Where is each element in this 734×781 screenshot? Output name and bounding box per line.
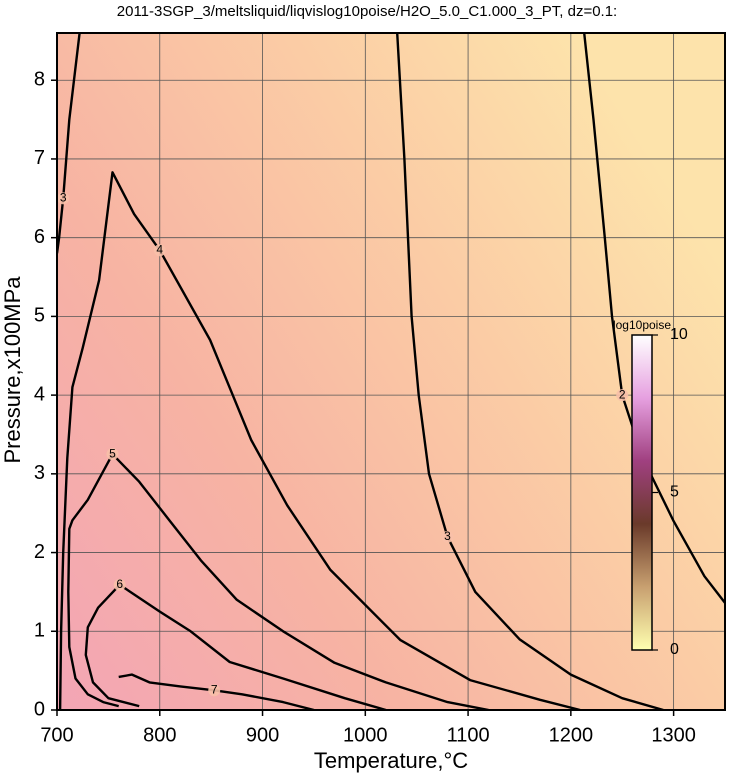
y-tick-label: 2	[34, 541, 45, 563]
contour-label-bg	[113, 578, 126, 591]
chart-title: 2011-3SGP_3/meltsliquid/liqvislog10poise…	[117, 3, 617, 20]
x-axis-label: Temperature,°C	[314, 748, 468, 773]
x-tick-label: 1300	[651, 724, 696, 746]
x-tick-label: 800	[143, 724, 176, 746]
y-axis-label: Pressure,x100MPa	[0, 276, 25, 464]
contour-line	[58, 171, 581, 710]
contour-label: 5	[109, 446, 116, 460]
plot-background	[57, 33, 725, 710]
colorbar: log10poise 0 5 10	[613, 318, 688, 658]
colorbar-tick-label: 0	[670, 641, 679, 658]
x-tick-label: 1100	[447, 724, 490, 746]
contour-label: 6	[116, 577, 123, 591]
plot-area: 2 3 3 4 5 6 7	[57, 33, 725, 710]
colorbar-label: log10poise	[613, 318, 671, 332]
x-tick-label: 700	[40, 724, 73, 746]
colorbar-tick-label: 5	[670, 484, 679, 501]
x-tick-label: 1200	[549, 724, 594, 746]
contour-label: 3	[444, 529, 451, 543]
contour-label: 2	[619, 387, 626, 401]
colorbar-scale	[631, 334, 653, 651]
plot-frame	[56, 32, 726, 711]
y-tick-label: 6	[34, 226, 45, 248]
y-tick-label: 4	[34, 383, 45, 405]
contour-label-bg	[106, 448, 119, 461]
colorbar-tick-label: 10	[670, 326, 688, 343]
y-tick-label: 5	[34, 305, 45, 327]
y-tick-label: 7	[34, 147, 45, 169]
contour-label: 4	[156, 242, 163, 256]
y-tick-label: 3	[34, 462, 45, 484]
y-tick-label: 0	[34, 698, 45, 720]
contour-label-bg	[616, 389, 629, 402]
contour-label-bg	[208, 684, 221, 697]
x-tick-label: 900	[246, 724, 279, 746]
y-tick-label: 8	[34, 69, 45, 91]
contour-label: 3	[60, 190, 67, 204]
y-tick-label: 1	[34, 620, 45, 642]
contour-label-bg	[441, 530, 454, 543]
contour-label-bg	[57, 192, 70, 205]
contour-label-bg	[153, 244, 166, 257]
x-tick-label: 1000	[343, 724, 388, 746]
contour-label: 7	[211, 682, 218, 696]
contour-line	[118, 673, 315, 710]
